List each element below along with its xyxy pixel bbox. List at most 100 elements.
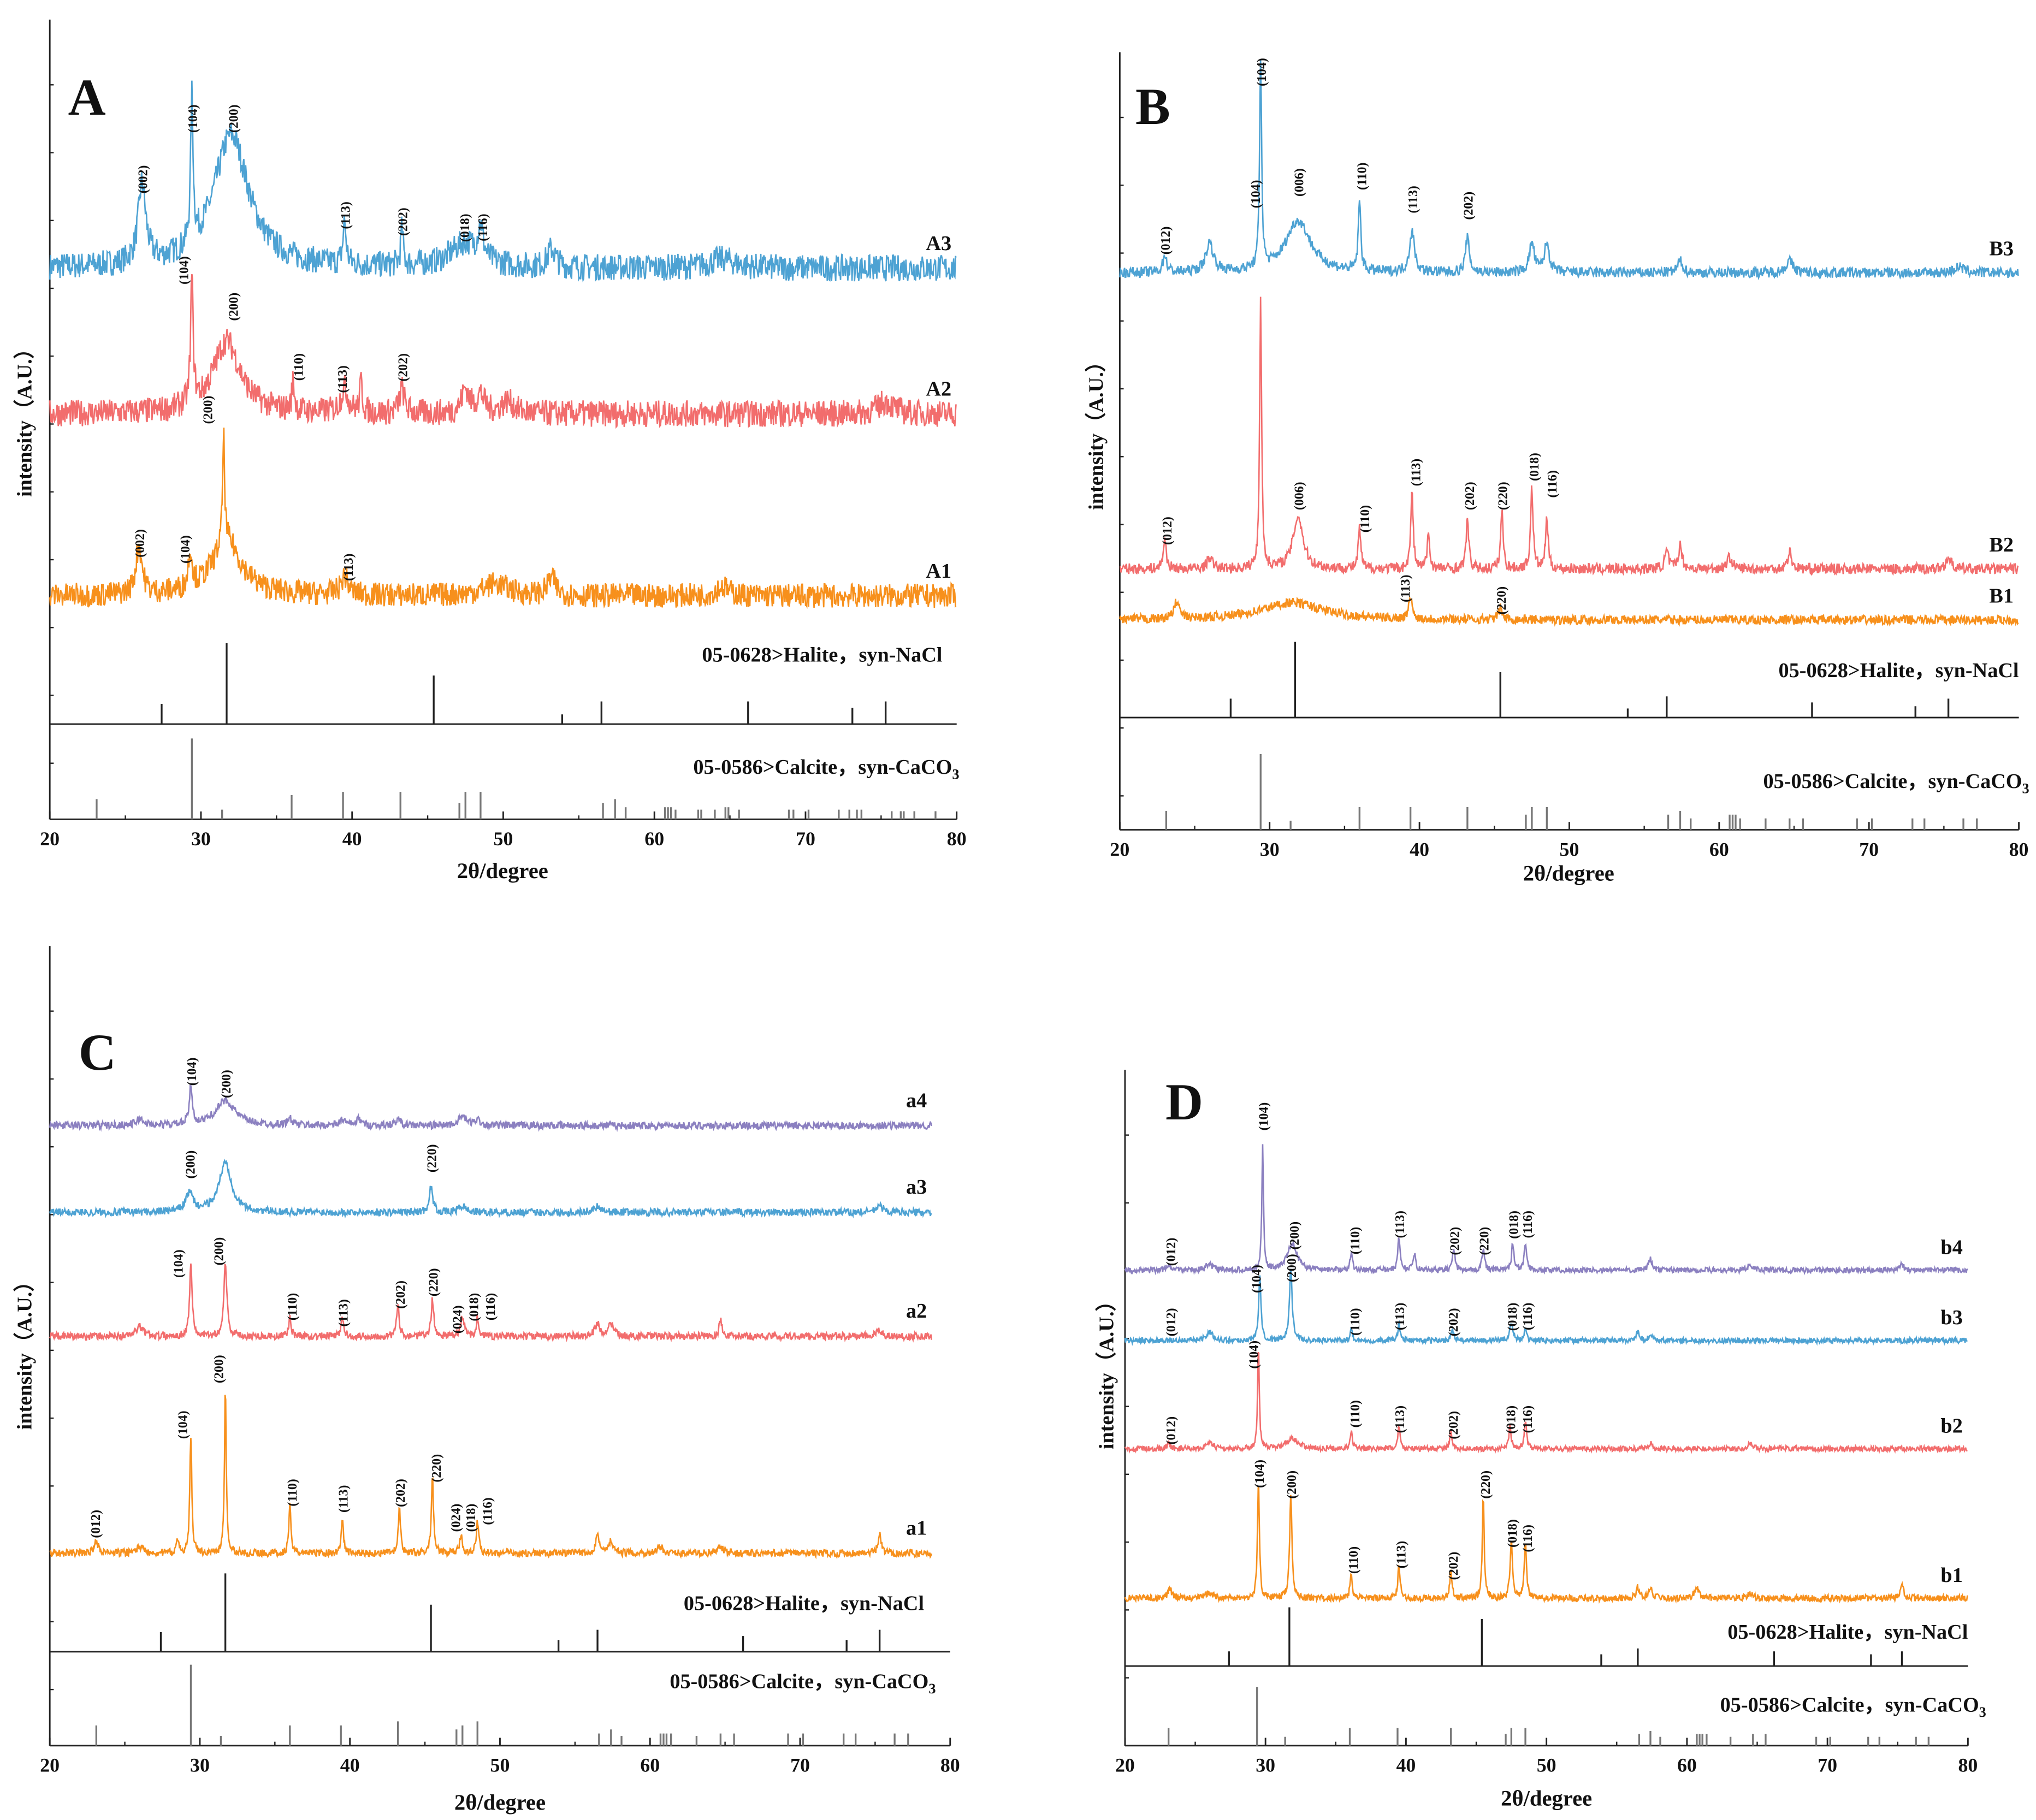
peak-label: (202) xyxy=(1463,482,1477,510)
reference-calcite xyxy=(96,738,937,820)
peak-label: (200) xyxy=(227,104,241,133)
peak-label: (113) xyxy=(1409,459,1423,486)
x-tick-label: 40 xyxy=(1410,838,1429,860)
x-tick-label: 50 xyxy=(490,1754,510,1776)
peak-label: (202) xyxy=(394,1280,408,1309)
peak-label: (113) xyxy=(339,201,353,229)
series-name-label: b3 xyxy=(1940,1306,1962,1329)
peak-label: (110) xyxy=(1358,505,1372,532)
reference-halite xyxy=(1229,642,1950,718)
series-name-label: a4 xyxy=(906,1089,927,1112)
peak-label: (113) xyxy=(337,1299,351,1326)
calcite-label-subscript: 3 xyxy=(952,766,959,782)
peak-label: (202) xyxy=(1447,1308,1461,1336)
reference-calcite xyxy=(1165,754,1978,830)
peak-label: (002) xyxy=(137,165,151,193)
x-tick-label: 50 xyxy=(1537,1754,1556,1776)
series-line-b2 xyxy=(1124,1351,1968,1454)
peak-label: (113) xyxy=(336,365,350,393)
panel-title: A xyxy=(68,68,106,126)
peak-label: (012) xyxy=(1164,1416,1179,1445)
peak-label: (200) xyxy=(184,1151,198,1179)
series-name-label: b2 xyxy=(1940,1415,1962,1438)
series-line-B2 xyxy=(1120,297,2019,577)
x-tick-label: 70 xyxy=(1818,1754,1837,1776)
series-line-a2 xyxy=(49,1263,932,1343)
peak-label: (113) xyxy=(1393,1303,1407,1330)
peak-label: (018) xyxy=(1507,1211,1521,1239)
peak-label: (110) xyxy=(1348,1227,1363,1254)
peak-label: (104) xyxy=(185,1057,199,1086)
peak-label: (200) xyxy=(202,396,216,424)
x-axis-label: 2θ/degree xyxy=(1523,861,1614,886)
peak-label: (113) xyxy=(337,1485,351,1513)
peak-label: (200) xyxy=(1285,1471,1299,1499)
peak-label: (110) xyxy=(1356,163,1370,190)
peak-label: (116) xyxy=(476,214,490,241)
peak-label: (104) xyxy=(1247,1341,1262,1369)
series-A3: A3 (002) (104) (200) (113) (202) (018) (116) xyxy=(49,80,957,283)
calcite-label-text: 05-0586>Calcite，syn-CaCO xyxy=(1763,770,2022,793)
peak-label: (104) xyxy=(1257,1102,1271,1131)
x-tick-label: 30 xyxy=(191,828,211,850)
reference-halite xyxy=(161,643,887,725)
peak-label: (110) xyxy=(286,1293,300,1320)
peak-label: (202) xyxy=(1447,1411,1461,1439)
series-line-b1 xyxy=(1124,1486,1968,1604)
panel-title: B xyxy=(1135,78,1170,135)
peak-label: (116) xyxy=(484,1293,498,1320)
panel-d: 20 30 40 50 60 70 80 2θ/degree intensity（A.U.） Db… xyxy=(1094,1070,1986,1811)
peak-label: (006) xyxy=(1292,168,1306,197)
peak-label: (104) xyxy=(1255,58,1269,86)
halite-reference-label: 05-0628>Halite，syn-NaCl xyxy=(1779,659,2019,682)
peak-label: (202) xyxy=(1447,1552,1461,1580)
halite-reference-label: 05-0628>Halite，syn-NaCl xyxy=(1727,1621,1968,1644)
peak-label: (200) xyxy=(1285,1254,1299,1282)
peak-label: (220) xyxy=(1495,586,1509,615)
series-line-b3 xyxy=(1124,1268,1968,1346)
x-tick-label: 50 xyxy=(494,828,513,850)
x-tick-label: 80 xyxy=(1958,1754,1978,1776)
peak-label: (110) xyxy=(1347,1546,1361,1574)
x-tick-label: 70 xyxy=(1859,838,1879,860)
peak-label: (220) xyxy=(430,1454,444,1483)
peak-label: (002) xyxy=(133,529,147,558)
series-B1: B1 (113) (220) xyxy=(1119,574,2019,627)
series-line-a3 xyxy=(49,1158,932,1219)
peak-label: (012) xyxy=(1164,1308,1179,1336)
series-a4: a4 (104) (200) xyxy=(49,1057,932,1133)
series-A2: A2 (104) (200) (110) (113) (202) xyxy=(49,256,957,429)
calcite-reference-label: 05-0586>Calcite，syn-CaCO3 xyxy=(1763,770,2029,797)
peak-label: (113) xyxy=(342,554,356,581)
series-b1: b1 (104) (200) (110) (113) (202) (220) (018) (11… xyxy=(1124,1460,1968,1604)
calcite-label-subscript: 3 xyxy=(928,1681,936,1697)
peak-label: (220) xyxy=(427,1268,441,1296)
peak-label: (104) xyxy=(1249,180,1263,208)
peak-label: (012) xyxy=(1159,227,1173,255)
series-b4: b4 (012) (104) (200) (110) (113) (202) (220) (01… xyxy=(1124,1102,1968,1276)
peak-label: (018) xyxy=(1506,1303,1520,1331)
panel-c: 20 30 40 50 60 70 80 2θ/degree intensity（A.U.） Ca… xyxy=(13,946,960,1815)
panel-title: D xyxy=(1165,1073,1203,1131)
peak-label: (202) xyxy=(396,353,411,382)
x-tick-label: 20 xyxy=(40,1754,60,1776)
peak-label: (200) xyxy=(1288,1222,1302,1250)
x-axis-label: 2θ/degree xyxy=(457,858,548,883)
peak-label: (110) xyxy=(1348,1400,1363,1427)
x-tick-label: 30 xyxy=(190,1754,210,1776)
peak-label: (200) xyxy=(212,1355,226,1383)
peak-label: (104) xyxy=(177,256,191,284)
series-name-label: b4 xyxy=(1940,1236,1962,1259)
series-B2: B2 (012) (104) (006) (110) (113) (202) (220) (01… xyxy=(1120,180,2019,577)
series-name-label: a3 xyxy=(906,1176,927,1199)
peak-label: (200) xyxy=(212,1237,226,1266)
peak-label: (018) xyxy=(464,1504,478,1532)
peak-label: (220) xyxy=(1477,1227,1492,1255)
x-tick-label: 60 xyxy=(640,1754,660,1776)
peak-label: (220) xyxy=(425,1144,440,1172)
peak-label: (018) xyxy=(1504,1406,1518,1434)
x-tick-label: 40 xyxy=(340,1754,360,1776)
series-A1: A1 (002) (104) (200) (113) xyxy=(49,396,957,609)
peak-label: (116) xyxy=(481,1497,495,1525)
